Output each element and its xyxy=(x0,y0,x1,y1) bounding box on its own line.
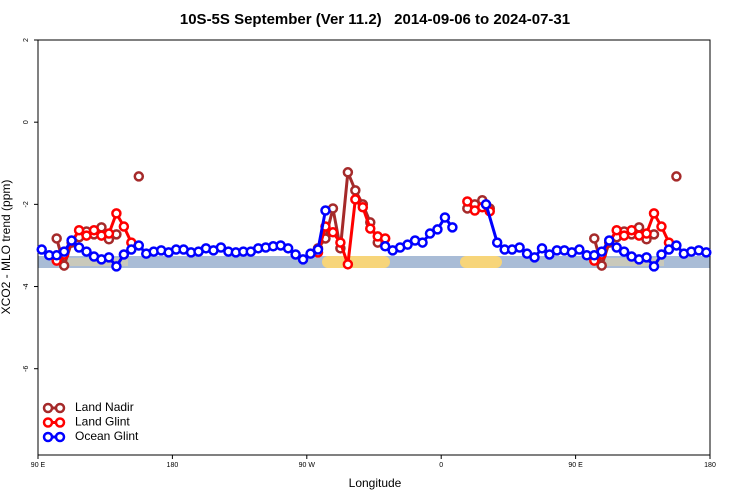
x-tick-label: 90 E xyxy=(31,462,46,469)
y-tick-label: 2 xyxy=(23,38,30,42)
point xyxy=(320,205,331,216)
point xyxy=(656,221,667,232)
point xyxy=(36,244,47,255)
legend-marker xyxy=(42,402,54,414)
legend-label: Ocean Glint xyxy=(75,429,139,443)
point xyxy=(111,261,122,272)
point xyxy=(432,224,443,235)
point xyxy=(58,260,70,271)
point xyxy=(312,244,324,255)
point xyxy=(671,240,682,251)
point xyxy=(118,249,130,260)
point xyxy=(424,228,436,239)
point xyxy=(103,252,115,263)
legend-label: Land Glint xyxy=(75,415,130,429)
point xyxy=(297,254,309,265)
point xyxy=(133,171,145,182)
point xyxy=(618,230,630,241)
point xyxy=(111,208,122,219)
point xyxy=(417,237,428,248)
land-strip xyxy=(58,258,128,266)
point xyxy=(462,196,473,207)
point xyxy=(305,248,316,259)
point xyxy=(103,228,115,239)
surface-strip xyxy=(38,256,710,268)
point xyxy=(626,224,637,236)
land-strip xyxy=(460,256,502,268)
legend-marker xyxy=(54,417,66,428)
point xyxy=(648,208,660,219)
point xyxy=(51,233,62,244)
point xyxy=(603,235,615,246)
land-strip xyxy=(322,256,390,268)
x-axis-label: Longitude xyxy=(349,476,402,490)
point xyxy=(350,194,361,205)
legend-marker xyxy=(42,417,54,428)
point xyxy=(290,249,301,260)
point xyxy=(491,237,503,248)
point xyxy=(88,224,100,236)
legend-label: Land Nadir xyxy=(75,400,134,414)
point xyxy=(656,249,667,260)
legend-marker xyxy=(54,402,66,414)
point xyxy=(126,244,137,255)
point xyxy=(58,246,70,257)
x-tick-label: 0 xyxy=(439,462,443,469)
point xyxy=(73,224,85,236)
point xyxy=(618,246,630,257)
chart-title: 10S-5S September (Ver 11.2) 2014-09-06 t… xyxy=(180,11,570,28)
point xyxy=(66,235,77,246)
point xyxy=(574,244,585,255)
x-tick-label: 180 xyxy=(167,462,179,469)
x-tick-label: 90 W xyxy=(299,462,316,469)
point xyxy=(596,260,607,271)
point xyxy=(671,171,682,182)
point xyxy=(596,246,607,257)
point xyxy=(133,240,145,251)
point xyxy=(544,249,555,260)
y-tick-label: -4 xyxy=(23,283,30,289)
point xyxy=(611,242,622,253)
legend-marker xyxy=(42,431,54,443)
land-strip xyxy=(594,258,664,266)
point xyxy=(529,252,540,263)
point xyxy=(447,222,458,233)
x-tick-label: 90 E xyxy=(568,462,583,469)
point xyxy=(648,261,660,272)
point xyxy=(73,242,85,253)
point xyxy=(701,247,712,258)
point xyxy=(81,246,92,257)
point xyxy=(611,224,622,236)
point xyxy=(641,228,652,239)
point xyxy=(342,259,354,270)
point xyxy=(118,221,130,232)
point xyxy=(215,242,227,253)
y-tick-label: -2 xyxy=(23,201,30,207)
point xyxy=(402,239,413,250)
point xyxy=(439,212,451,223)
point xyxy=(379,241,391,252)
y-tick-label: -6 xyxy=(23,365,30,371)
point xyxy=(480,199,492,210)
legend-marker xyxy=(54,431,66,443)
point xyxy=(357,201,369,213)
point xyxy=(641,252,652,263)
y-tick-label: 0 xyxy=(23,120,30,124)
series xyxy=(36,199,712,272)
point xyxy=(536,243,548,254)
point xyxy=(589,233,600,244)
point xyxy=(365,223,376,234)
point xyxy=(342,167,354,178)
point xyxy=(514,242,525,253)
point xyxy=(282,243,294,254)
point xyxy=(335,237,346,248)
point xyxy=(81,230,92,241)
point xyxy=(327,227,339,238)
point xyxy=(350,185,361,196)
x-tick-label: 180 xyxy=(704,462,716,469)
y-axis-label: XCO2 - MLO trend (ppm) xyxy=(0,180,13,315)
point xyxy=(663,244,675,255)
